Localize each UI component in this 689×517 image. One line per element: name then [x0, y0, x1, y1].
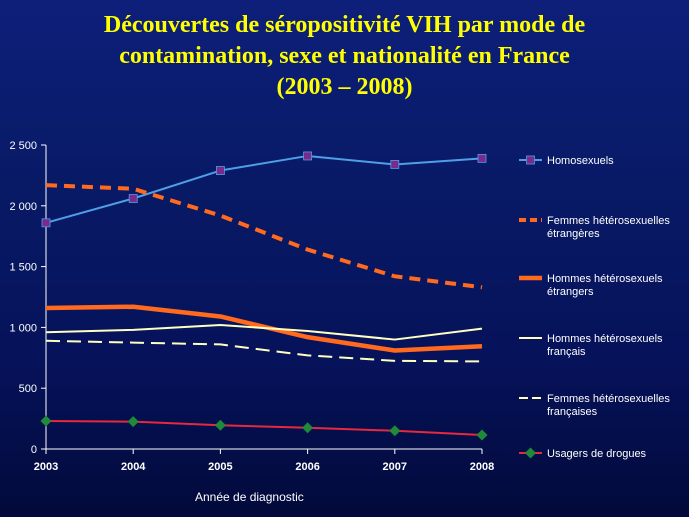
y-tick-label: 1 000 — [9, 322, 37, 334]
x-tick-label: 2006 — [295, 461, 319, 473]
legend-label: Femmes hétérosexuelles — [547, 215, 670, 227]
series-2 — [45, 183, 483, 290]
y-tick-label: 2 500 — [9, 140, 37, 152]
data-point — [127, 416, 139, 428]
legend-item-6: Usagers de drogues — [519, 447, 647, 460]
x-tick-label: 2003 — [34, 461, 58, 473]
series-line — [45, 323, 483, 341]
x-tick-label: 2004 — [121, 461, 146, 473]
legend-label: Usagers de drogues — [547, 448, 647, 460]
legend-item-1: Homosexuels — [519, 155, 614, 167]
x-tick-label: 2005 — [208, 461, 232, 473]
data-point — [302, 422, 314, 434]
x-axis-label: Année de diagnostic — [195, 490, 304, 504]
legend-label: Hommes hétérosexuels — [547, 333, 663, 345]
series-line — [45, 420, 483, 437]
title-line-1: Découvertes de séropositivité VIH par mo… — [103, 12, 586, 38]
series-6 — [40, 415, 488, 441]
y-tick-label: 2 000 — [9, 201, 37, 213]
series-1 — [41, 151, 487, 228]
legend-label: Hommes hétérosexuels — [547, 273, 663, 285]
series-line — [45, 183, 483, 290]
legend-marker — [526, 155, 535, 165]
chart-series — [40, 151, 488, 441]
title-line-2: contamination, sexe et nationalité en Fr… — [119, 43, 570, 69]
legend-label: Homosexuels — [547, 155, 614, 167]
legend-label: français — [547, 346, 586, 358]
y-tick-label: 1 500 — [9, 262, 37, 274]
data-point — [303, 151, 313, 161]
data-point — [476, 429, 488, 441]
data-point — [41, 218, 51, 228]
series-line — [45, 339, 483, 363]
series-line — [45, 304, 483, 353]
data-point — [215, 166, 225, 175]
title-line-3: (2003 – 2008) — [276, 74, 413, 100]
series-line — [45, 154, 483, 224]
data-point — [128, 194, 138, 203]
series-4 — [45, 323, 483, 341]
series-5 — [45, 339, 483, 363]
legend-label: étrangères — [547, 228, 600, 240]
y-tick-label: 0 — [31, 444, 37, 456]
series-3 — [45, 304, 483, 353]
legend-label: étrangers — [547, 286, 594, 298]
x-tick-label: 2008 — [470, 461, 494, 473]
legend-label: françaises — [547, 406, 598, 418]
legend-label: Femmes hétérosexuelles — [547, 393, 670, 405]
chart-axes: 0 500 1 000 1 500 2 000 2 500 2003 2004 2005 2006… — [9, 140, 494, 473]
data-point — [214, 419, 226, 431]
y-tick-label: 500 — [19, 383, 37, 395]
legend-marker — [525, 447, 536, 459]
data-point — [389, 425, 401, 437]
slide-title: Découvertes de séropositivité VIH par mo… — [0, 10, 689, 103]
data-point — [40, 415, 52, 427]
data-point — [477, 153, 487, 163]
x-tick-label: 2007 — [383, 461, 407, 473]
data-point — [390, 160, 400, 169]
